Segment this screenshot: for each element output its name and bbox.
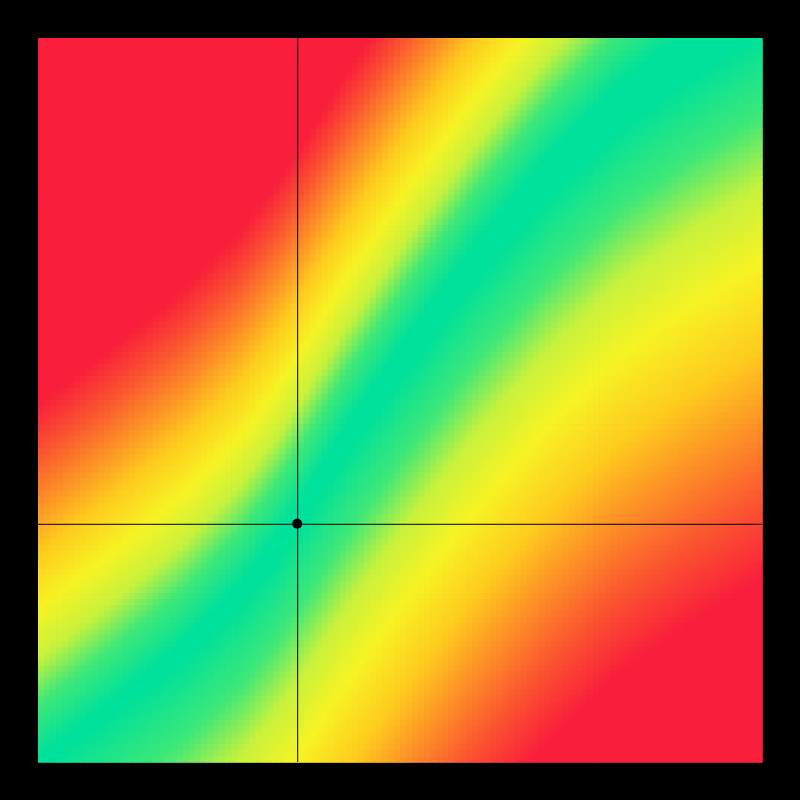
chart-container: TheBottleneck.com <box>0 0 800 800</box>
heatmap-canvas <box>0 0 800 800</box>
plot-frame <box>0 0 800 800</box>
